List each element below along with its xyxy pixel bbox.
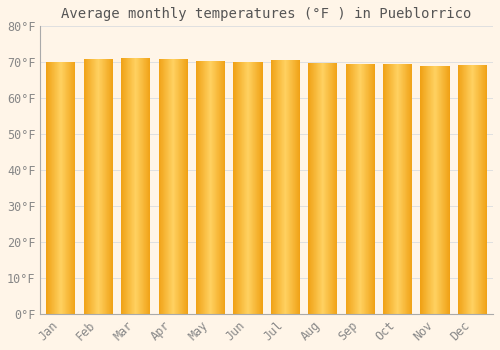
Title: Average monthly temperatures (°F ) in Pueblorrico: Average monthly temperatures (°F ) in Pu… [62,7,472,21]
